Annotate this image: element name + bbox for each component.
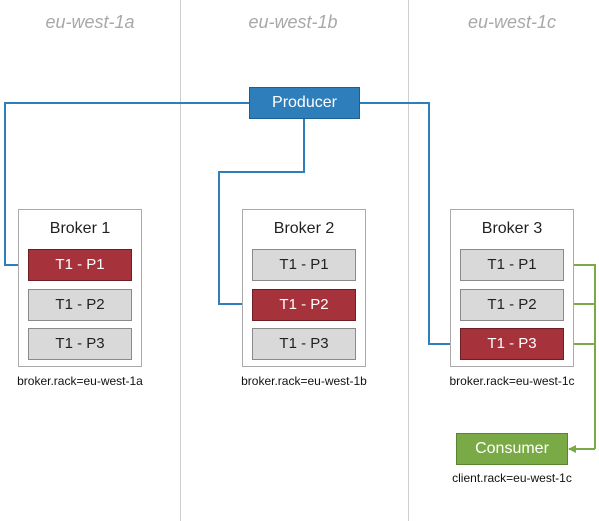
partition-t1-p1-leader: T1 - P1 [28, 249, 132, 281]
zone-label-1a: eu-west-1a [45, 12, 135, 32]
partition-t1-p3: T1 - P3 [28, 328, 132, 360]
consumer-box: Consumer [456, 433, 568, 465]
broker-rack-label: broker.rack=eu-west-1c [449, 374, 575, 388]
zone-label-1b: eu-west-1b [248, 12, 338, 32]
broker-2: Broker 2 T1 - P1 T1 - P2 T1 - P3 [242, 209, 366, 367]
broker-title: Broker 2 [273, 220, 335, 237]
zone-divider [408, 0, 409, 521]
broker-title: Broker 3 [481, 220, 543, 237]
zone-divider [180, 0, 181, 521]
producer-to-broker2-arrow [218, 119, 305, 308]
partition-t1-p1: T1 - P1 [460, 249, 564, 281]
producer-to-broker1-arrow [4, 102, 249, 269]
zone-label-1c: eu-west-1c [467, 12, 557, 32]
partition-t1-p3-leader: T1 - P3 [460, 328, 564, 360]
partition-t1-p2: T1 - P2 [28, 289, 132, 321]
producer-box: Producer [249, 87, 360, 119]
broker-title: Broker 1 [49, 220, 111, 237]
producer-to-broker3-arrow [360, 102, 460, 348]
broker-3: Broker 3 T1 - P1 T1 - P2 T1 - P3 [450, 209, 574, 367]
partition-t1-p2: T1 - P2 [460, 289, 564, 321]
broker-rack-label: broker.rack=eu-west-1a [17, 374, 143, 388]
broker-1: Broker 1 T1 - P1 T1 - P2 T1 - P3 [18, 209, 142, 367]
partition-t1-p3: T1 - P3 [252, 328, 356, 360]
client-rack-label: client.rack=eu-west-1c [452, 471, 572, 485]
broker-rack-label: broker.rack=eu-west-1b [241, 374, 367, 388]
partition-t1-p2-leader: T1 - P2 [252, 289, 356, 321]
partition-t1-p1: T1 - P1 [252, 249, 356, 281]
